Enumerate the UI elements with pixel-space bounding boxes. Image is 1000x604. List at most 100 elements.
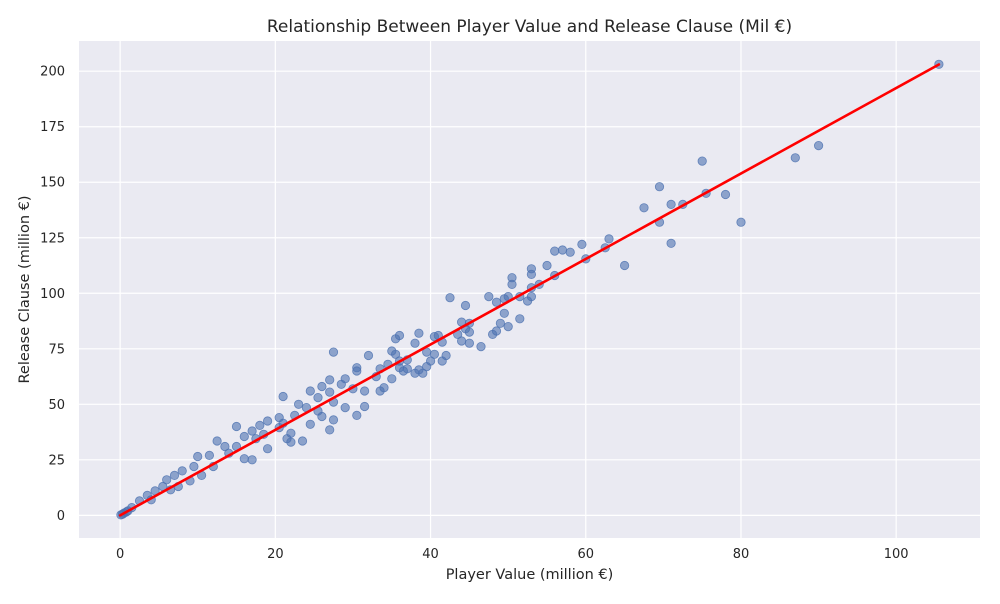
data-point [464, 327, 474, 337]
data-point [359, 401, 370, 412]
data-point [340, 402, 350, 413]
data-point [697, 156, 707, 166]
data-point [456, 336, 467, 346]
data-point [526, 269, 537, 279]
data-point [414, 328, 424, 338]
data-point [325, 425, 335, 435]
data-point [390, 334, 401, 344]
data-point [375, 386, 385, 396]
data-point [666, 199, 676, 209]
data-point [654, 182, 665, 192]
data-point [499, 308, 509, 318]
data-point [387, 374, 397, 384]
tick-labels: 0 20 40 60 80 100 0 25 50 75 100 125 150 175 200 [40, 65, 908, 562]
data-point [317, 381, 327, 392]
data-point [239, 431, 249, 442]
x-tick-label: 80 [733, 547, 750, 562]
data-point [313, 392, 323, 403]
data-point [491, 297, 502, 307]
data-point [619, 260, 630, 271]
data-point [542, 260, 552, 271]
data-point [736, 217, 746, 227]
data-point [220, 441, 230, 452]
y-tick-label: 150 [40, 176, 65, 191]
y-tick-label: 175 [40, 120, 65, 135]
data-point [239, 454, 249, 464]
data-point [437, 356, 447, 366]
data-point [790, 153, 800, 163]
data-point [274, 412, 284, 423]
x-tick-label: 60 [577, 547, 594, 562]
data-point [390, 349, 401, 359]
data-point [247, 426, 257, 436]
data-point [410, 368, 420, 378]
data-point [325, 387, 335, 397]
data-point [193, 451, 203, 462]
data-point [557, 245, 568, 255]
data-point [639, 203, 649, 213]
y-tick-label: 200 [40, 65, 65, 80]
data-point [328, 347, 339, 357]
data-point [169, 470, 180, 480]
data-point [352, 366, 362, 376]
data-point [359, 386, 370, 396]
data-point [666, 238, 676, 248]
data-point [286, 437, 296, 447]
data-point [189, 461, 199, 472]
x-tick-label: 40 [422, 547, 439, 562]
y-tick-label: 100 [40, 287, 65, 302]
trend-line-layer [118, 63, 941, 517]
y-tick-label: 125 [40, 231, 65, 246]
chart-title: Relationship Between Player Value and Re… [267, 17, 792, 37]
data-point [293, 399, 304, 409]
data-point [247, 455, 257, 465]
data-point [297, 436, 308, 446]
data-point [305, 419, 315, 429]
trend-line [118, 63, 941, 517]
data-point [476, 341, 486, 352]
data-point [507, 279, 517, 289]
data-point [317, 411, 327, 422]
data-point [565, 247, 575, 257]
data-point [460, 300, 471, 311]
y-tick-label: 50 [48, 398, 65, 413]
data-point [550, 246, 560, 256]
y-tick-label: 0 [57, 509, 65, 524]
data-point [305, 386, 315, 396]
x-tick-label: 100 [884, 547, 909, 562]
data-point [394, 363, 405, 373]
data-point [278, 391, 288, 402]
data-point [363, 350, 374, 361]
x-tick-label: 20 [267, 547, 284, 562]
y-tick-label: 25 [48, 453, 65, 468]
data-point [577, 239, 587, 249]
data-point [491, 326, 502, 336]
data-point [262, 444, 273, 454]
data-point [464, 338, 474, 348]
data-point [495, 318, 505, 328]
data-point [526, 291, 537, 302]
data-point [204, 450, 214, 460]
data-point [352, 410, 362, 420]
data-point [177, 466, 187, 476]
data-point [720, 189, 731, 200]
data-point [325, 375, 335, 385]
data-point [418, 368, 428, 378]
x-tick-label: 0 [116, 547, 124, 562]
data-point [410, 338, 420, 348]
data-point [484, 291, 494, 302]
data-point [515, 314, 525, 324]
data-point [503, 321, 513, 332]
data-point [212, 436, 222, 446]
data-point [604, 234, 614, 244]
data-point [445, 293, 455, 303]
data-point [328, 415, 339, 425]
data-point [231, 421, 242, 432]
y-tick-label: 75 [48, 342, 65, 357]
data-point [336, 379, 346, 389]
data-point [162, 475, 172, 485]
data-point [262, 416, 273, 426]
data-point [255, 420, 265, 430]
